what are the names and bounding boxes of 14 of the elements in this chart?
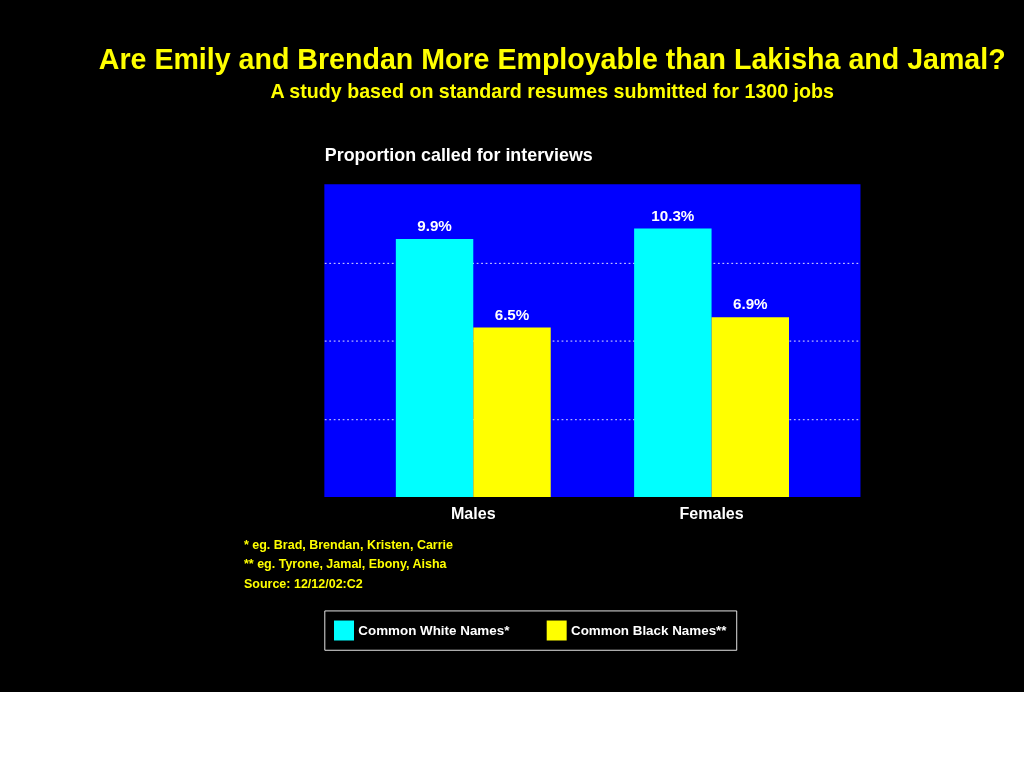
x-tick-label: Females [679,503,744,522]
legend-label: Common Black Names** [570,622,728,638]
data-label: 6.9% [732,295,769,313]
text: ** eg. Tyrone, Jamal, Ebony, Aisha [243,557,448,572]
chart-subtitle: A study based on standard resumes submitted for 1300 jobs [270,79,835,102]
text: * eg. Brad, Brendan, Kristen, Carrie [243,537,454,552]
y-axis-title: Proportion called for interviews [324,145,593,166]
source-note: Source: 12/12/02:C2 [243,577,363,592]
data-label: 10.3% [651,206,695,224]
chart-title: Are Emily and Brendan More Employable than Lakisha and Jamal? [98,43,1006,75]
x-tick-label: Males [450,503,496,522]
legend-label: Common White Names* [358,622,511,638]
data-label: 9.9% [417,216,453,234]
data-label: 6.5% [494,305,530,323]
